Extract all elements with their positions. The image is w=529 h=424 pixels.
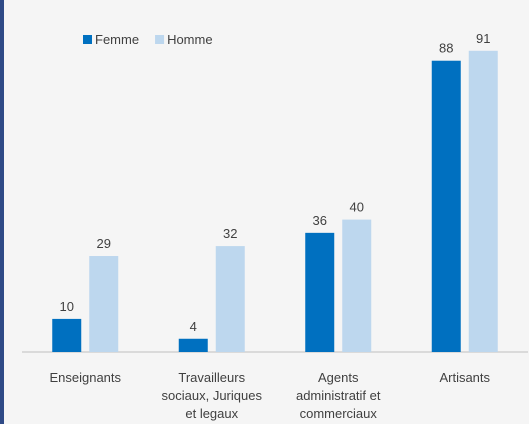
data-label: 88	[439, 41, 453, 56]
legend-label: Homme	[167, 32, 213, 47]
bar	[305, 232, 335, 352]
x-tick-label: Artisants	[439, 370, 491, 385]
bar	[215, 246, 245, 352]
legend-swatch	[155, 35, 165, 44]
border	[0, 0, 4, 424]
data-label: 40	[350, 200, 364, 215]
bar	[89, 256, 119, 352]
bar	[468, 50, 498, 352]
data-label: 29	[97, 236, 111, 251]
data-label: 32	[223, 226, 237, 241]
bar	[178, 338, 208, 352]
legend-label: Femme	[95, 32, 139, 47]
data-label: 36	[313, 213, 327, 228]
data-label: 4	[190, 319, 197, 334]
x-tick-label: Travailleurs sociaux, Juriques et legaux	[161, 370, 262, 421]
x-tick-label: Enseignants	[49, 370, 122, 385]
bar	[431, 60, 461, 352]
data-label: 10	[60, 299, 74, 314]
legend-swatch	[83, 35, 92, 44]
data-label: 91	[476, 31, 490, 46]
x-tick-label: Agents administratif et commerciaux	[295, 370, 381, 421]
bar	[342, 219, 372, 352]
bar	[52, 318, 82, 352]
